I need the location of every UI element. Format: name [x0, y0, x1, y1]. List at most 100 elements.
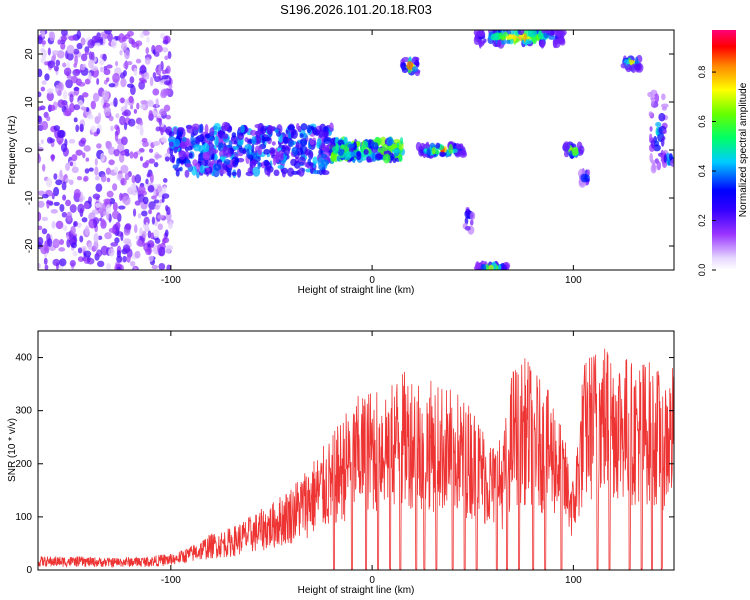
heatmap-cell — [162, 238, 166, 245]
heatmap-cell — [298, 156, 306, 166]
heatmap-cell — [146, 173, 151, 178]
heatmap-cell — [661, 106, 667, 111]
heatmap-cell — [87, 242, 93, 251]
heatmap-cell — [148, 110, 153, 119]
heatmap-cell — [112, 202, 118, 212]
heatmap-cell — [541, 30, 546, 34]
heatmap-cell — [118, 205, 126, 210]
heatmap-cell — [149, 76, 154, 87]
heatmap-cell — [38, 211, 42, 222]
heatmap-cell — [153, 199, 160, 204]
heatmap-cell — [110, 125, 114, 132]
heatmap-cell — [271, 141, 276, 146]
heatmap-cell — [158, 63, 162, 74]
heatmap-cell — [312, 156, 318, 165]
y-tick-label: 400 — [15, 353, 32, 364]
heatmap-cell — [490, 33, 499, 41]
heatmap-cell — [70, 226, 76, 235]
heatmap-cell — [77, 247, 83, 254]
heatmap-cell — [655, 121, 662, 127]
heatmap-cell — [38, 142, 41, 148]
heatmap-cell — [46, 115, 51, 122]
colorbar: 0.0 0.2 0.4 0.6 0.8 Normalized spectral ampl… — [697, 30, 749, 276]
heatmap-cell — [46, 200, 54, 205]
heatmap-cell — [41, 40, 47, 45]
heatmap-cell — [391, 148, 400, 154]
heatmap-cell — [625, 64, 632, 73]
heatmap-cell — [73, 104, 80, 111]
heatmap-cell — [129, 260, 136, 267]
heatmap-cell — [139, 156, 144, 162]
heatmap-cell — [178, 150, 186, 160]
heatmap-cell — [168, 221, 173, 230]
heatmap-cell — [75, 124, 80, 133]
heatmap-cell — [162, 47, 169, 53]
heatmap-cell — [650, 139, 656, 149]
heatmap-cell — [165, 205, 169, 212]
heatmap-cell — [46, 91, 54, 102]
heatmap-cell — [113, 149, 120, 157]
heatmap-cell — [154, 237, 161, 244]
heatmap-cell — [199, 164, 205, 174]
heatmap-cell — [379, 136, 387, 147]
heatmap-cell — [53, 125, 61, 131]
heatmap-cell — [53, 173, 58, 180]
heatmap-cell — [83, 250, 92, 258]
heatmap-cell — [366, 155, 372, 163]
heatmap-cell — [115, 113, 120, 119]
heatmap-cell — [148, 255, 154, 262]
heatmap-cell — [114, 237, 120, 244]
heatmap-cell — [236, 168, 242, 178]
heatmap-cell — [62, 62, 67, 68]
heatmap-cell — [147, 230, 152, 239]
heatmap-cell — [142, 230, 147, 239]
heatmap-cell — [103, 102, 111, 108]
y-tick-label: 0 — [26, 565, 32, 576]
heatmap-cell — [195, 135, 201, 146]
heatmap-cell — [128, 95, 134, 104]
heatmap-cell — [647, 91, 653, 98]
heatmap-cell — [376, 153, 383, 160]
heatmap-cell — [124, 172, 130, 181]
heatmap-cell — [41, 30, 45, 38]
heatmap-cell — [271, 126, 276, 132]
heatmap-cell — [147, 185, 155, 193]
heatmap-cell — [105, 204, 112, 215]
heatmap-cell — [41, 228, 48, 235]
snr-ylabel: SNR (10 * v/v) — [7, 418, 18, 482]
heatmap-cell — [221, 121, 230, 132]
heatmap-cell — [290, 158, 297, 167]
heatmap-cell — [232, 160, 237, 167]
heatmap-cell — [465, 208, 471, 217]
heatmap-cell — [142, 141, 149, 148]
heatmap-cell — [108, 248, 115, 257]
heatmap-cell — [211, 153, 215, 159]
heatmap-cell — [66, 52, 74, 61]
heatmap-cell — [62, 194, 67, 201]
heatmap-cell — [76, 42, 83, 50]
heatmap-cell — [116, 255, 123, 263]
heatmap-cell — [51, 50, 60, 56]
heatmap-cell — [147, 246, 152, 256]
heatmap-cell — [113, 166, 119, 174]
heatmap-cell — [140, 79, 148, 84]
heatmap-cell — [61, 30, 68, 37]
heatmap-cell — [246, 148, 250, 159]
heatmap-cell — [295, 141, 300, 149]
heatmap-cell — [218, 130, 224, 139]
heatmap-cell — [53, 201, 60, 207]
heatmap-cell — [431, 147, 436, 155]
heatmap-cell — [44, 264, 49, 270]
heatmap-cell — [77, 203, 85, 214]
heatmap-cell — [38, 68, 43, 78]
heatmap-cell — [120, 136, 128, 146]
heatmap-cell — [100, 174, 107, 183]
heatmap-cell — [136, 102, 140, 110]
heatmap-cell — [287, 124, 295, 131]
heatmap-cell — [106, 77, 110, 82]
heatmap-cell — [108, 83, 116, 88]
heatmap-cell — [393, 139, 401, 144]
heatmap-cell — [150, 232, 154, 240]
heatmap-cell — [525, 38, 533, 45]
